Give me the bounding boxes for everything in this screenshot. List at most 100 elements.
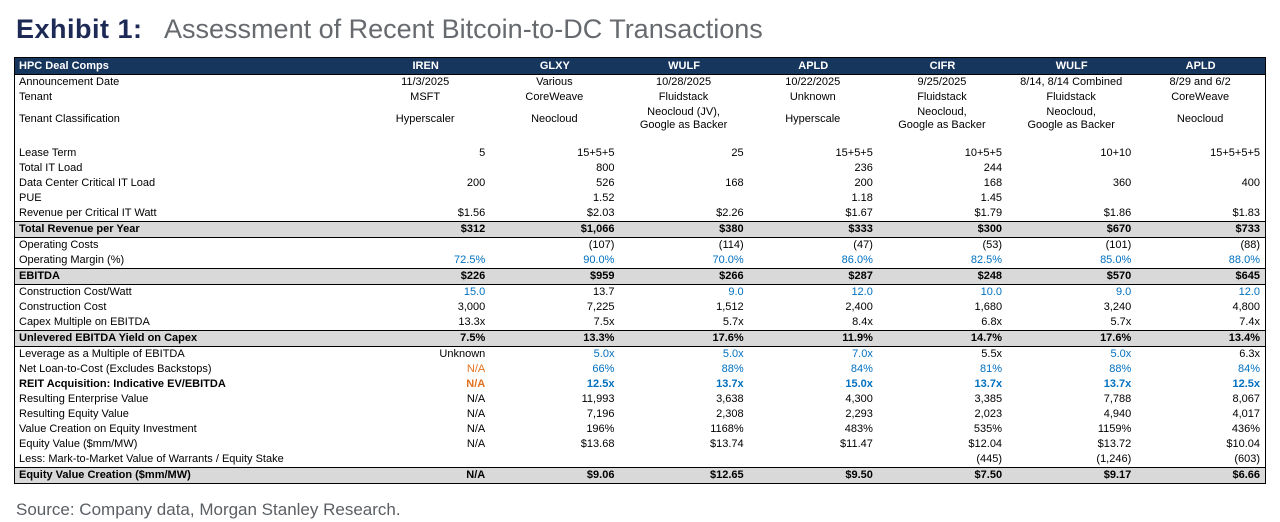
row-label: Total IT Load xyxy=(19,162,83,175)
row-label xyxy=(15,133,362,146)
cell xyxy=(490,133,619,146)
cell: N/A xyxy=(466,423,486,436)
cell: 2,293 xyxy=(845,408,873,421)
cell: Neocloud xyxy=(1176,112,1224,125)
header-col-wulf-3: WULF xyxy=(619,57,749,76)
cell: 2,023 xyxy=(974,408,1003,421)
cell: 168 xyxy=(725,177,744,190)
table-row: Net Loan-to-Cost (Excludes Backstops) N/A… xyxy=(15,362,1266,377)
cell: 5.0x xyxy=(722,348,744,361)
cell: 3,385 xyxy=(974,393,1003,406)
cell: $287 xyxy=(748,268,878,286)
row-label: Equity Value ($mm/MW) xyxy=(19,438,138,451)
cell xyxy=(361,191,490,206)
header-col-cifr-5: CIFR xyxy=(877,57,1008,76)
cell: 10/22/2025 xyxy=(785,76,841,89)
cell: $333 xyxy=(748,221,878,239)
cell: 8.4x xyxy=(852,316,873,329)
row-label: Tenant xyxy=(19,91,53,104)
cell xyxy=(1007,191,1136,206)
table-row: Total Revenue per Year $312 $1,066 $380 $333… xyxy=(14,221,1266,239)
table-header: HPC Deal Comps IREN GLXY WULF APLD CIFR WULF AP… xyxy=(14,57,1266,76)
row-label: Capex Multiple on EBITDA xyxy=(19,316,150,329)
cell: 2,308 xyxy=(716,408,744,421)
row-label: Resulting Enterprise Value xyxy=(19,393,149,406)
cell: 12.5x xyxy=(586,378,615,391)
cell: 360 xyxy=(1112,177,1132,190)
table-row: Equity Value Creation ($mm/MW) N/A $9.06 $1… xyxy=(14,467,1266,485)
cell: $12.65 xyxy=(619,467,749,485)
cell: Neocloud (JV), Google as Backer xyxy=(639,106,728,132)
cell xyxy=(749,133,878,146)
cell: $670 xyxy=(1007,221,1137,239)
cell: MSFT xyxy=(410,91,441,104)
cell: 11.9% xyxy=(748,330,878,348)
cell: $645 xyxy=(1136,268,1266,286)
cell: 800 xyxy=(596,162,615,175)
cell: Various xyxy=(536,76,573,89)
cell: $12.04 xyxy=(968,438,1003,451)
cell: (88) xyxy=(1240,239,1260,252)
cell xyxy=(619,452,748,468)
cell: (47) xyxy=(853,239,873,252)
cell xyxy=(749,452,878,468)
cell: $9.06 xyxy=(490,467,620,485)
cell: $2.03 xyxy=(586,207,615,220)
cell: 244 xyxy=(983,162,1003,175)
cell: 25 xyxy=(731,147,744,160)
cell: 13.7x xyxy=(716,378,744,391)
cell: 72.5% xyxy=(454,254,486,267)
header-col-apld-7: APLD xyxy=(1136,57,1266,76)
cell: 200 xyxy=(854,177,873,190)
row-label: Data Center Critical IT Load xyxy=(19,177,156,190)
cell: N/A xyxy=(466,363,486,376)
page-title: Exhibit 1: Assessment of Recent Bitcoin-… xyxy=(16,14,1266,45)
table-row: Revenue per Critical IT Watt $1.56 $2.03 $2… xyxy=(15,206,1266,222)
cell: Neocloud, Google as Backer xyxy=(1027,106,1115,132)
cell: N/A xyxy=(466,378,486,391)
cell: 5.7x xyxy=(722,316,744,329)
cell: 526 xyxy=(596,177,615,190)
cell: 82.5% xyxy=(970,254,1003,267)
table-row: Operating Margin (%) 72.5% 90.0% 70.0% 86.0%… xyxy=(15,253,1266,269)
cell: 1,680 xyxy=(974,301,1003,314)
hpc-deal-comps-table: HPC Deal Comps IREN GLXY WULF APLD CIFR WULF AP… xyxy=(14,57,1266,485)
table-row: Capex Multiple on EBITDA 13.3x 7.5x 5.7x 8.4… xyxy=(15,315,1266,331)
row-label: EBITDA xyxy=(14,268,362,286)
row-label: Value Creation on Equity Investment xyxy=(19,423,197,436)
cell: 7,225 xyxy=(586,301,615,314)
cell: $2.26 xyxy=(716,207,744,220)
cell: 13.7 xyxy=(593,286,615,299)
table-row: Less: Mark-to-Market Value of Warrants /… xyxy=(15,452,1266,468)
cell: $1.79 xyxy=(974,207,1003,220)
row-label: Construction Cost xyxy=(19,301,107,314)
cell: 5.0x xyxy=(593,348,615,361)
cell xyxy=(878,133,1007,146)
cell: (107) xyxy=(588,239,615,252)
cell: N/A xyxy=(466,438,486,451)
cell: 1168% xyxy=(710,423,744,436)
cell: 84% xyxy=(1237,363,1260,376)
cell: 12.0 xyxy=(851,286,873,299)
cell: Unknown xyxy=(439,348,486,361)
table-row: PUE 1.52 1.18 1.45 xyxy=(15,191,1266,206)
cell: CoreWeave xyxy=(1171,91,1230,104)
row-label: Tenant Classification xyxy=(19,112,120,125)
cell xyxy=(361,238,490,254)
cell: $1.56 xyxy=(457,207,486,220)
cell: 88.0% xyxy=(1228,254,1260,267)
cell: 8/29 and 6/2 xyxy=(1169,76,1231,89)
cell: 10/28/2025 xyxy=(656,76,712,89)
cell: 11/3/2025 xyxy=(401,76,450,89)
spacer-row xyxy=(15,133,1266,146)
cell: 6.8x xyxy=(981,316,1003,329)
cell: 14.7% xyxy=(877,330,1008,348)
source-note: Source: Company data, Morgan Stanley Res… xyxy=(16,500,401,520)
cell: 11,993 xyxy=(581,393,615,406)
cell: Hyperscale xyxy=(785,112,841,125)
cell: $266 xyxy=(619,268,749,286)
cell: $570 xyxy=(1007,268,1137,286)
cell: 4,300 xyxy=(845,393,873,406)
table-row: Total IT Load 800 236 244 xyxy=(15,161,1266,176)
